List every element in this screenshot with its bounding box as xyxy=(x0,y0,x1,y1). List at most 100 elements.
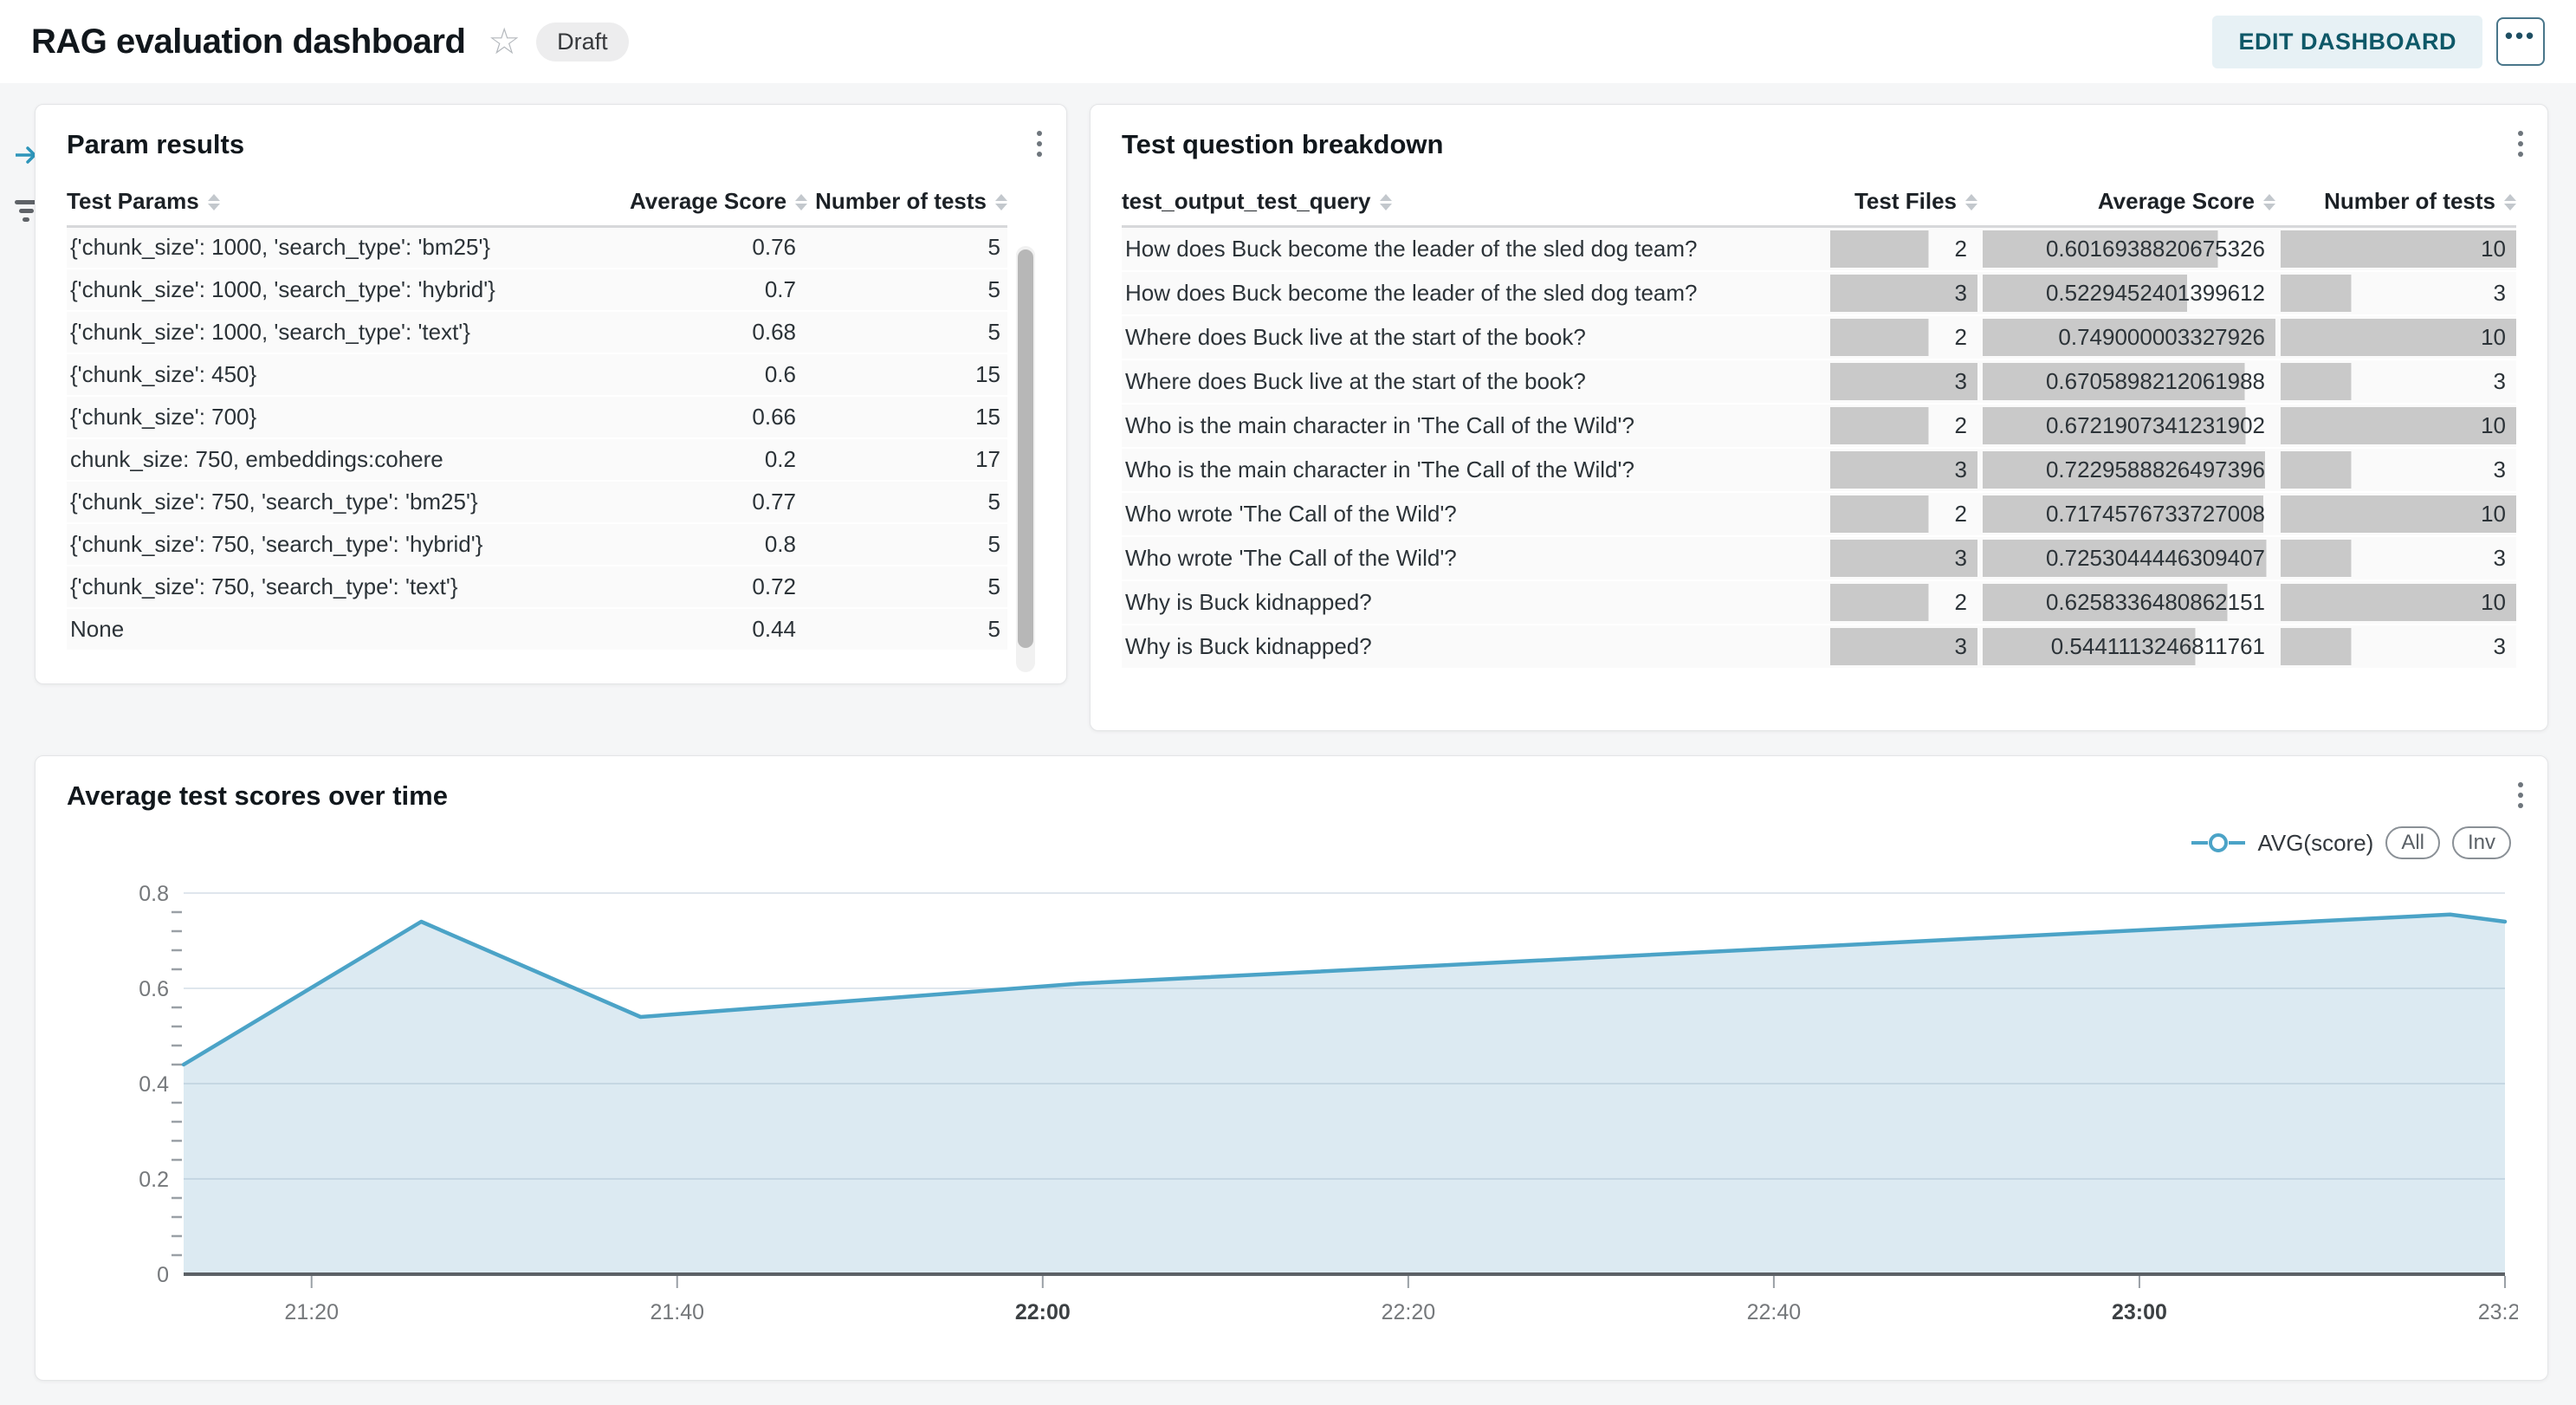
svg-text:0.6: 0.6 xyxy=(139,977,169,1001)
data-bar-cell: 10 xyxy=(2275,580,2516,625)
sort-icon xyxy=(207,194,220,211)
column-header-test-query[interactable]: test_output_test_query xyxy=(1122,178,1825,226)
data-bar-cell: 0.6705898212061988 xyxy=(1977,359,2275,404)
table-row: Where does Buck live at the start of the… xyxy=(1122,314,2516,359)
table-row: Where does Buck live at the start of the… xyxy=(1122,359,2516,404)
column-header-test-files[interactable]: Test Files xyxy=(1825,178,1977,226)
table-cell: {'chunk_size': 750, 'search_type': 'text… xyxy=(70,573,458,599)
table-cell: None xyxy=(70,616,125,642)
data-bar-cell: 2 xyxy=(1825,315,1977,359)
question-breakdown-card: Test question breakdown test_output_test… xyxy=(1090,104,2548,731)
table-row: How does Buck become the leader of the s… xyxy=(1122,270,2516,315)
svg-text:0.4: 0.4 xyxy=(139,1072,169,1097)
data-bar-cell: 0.7229588826497396 xyxy=(1977,448,2275,492)
sort-icon xyxy=(1965,194,1977,211)
column-header-number-of-tests[interactable]: Number of tests xyxy=(803,178,1007,226)
query-cell: Who wrote 'The Call of the Wild'? xyxy=(1125,544,1457,571)
table-cell: 5 xyxy=(987,616,1000,642)
column-header-number-of-tests[interactable]: Number of tests xyxy=(2275,178,2516,226)
table-row: chunk_size: 750, embeddings:cohere 0.2 17 xyxy=(67,438,1007,481)
query-cell: How does Buck become the leader of the s… xyxy=(1125,235,1698,262)
query-cell: Where does Buck live at the start of the… xyxy=(1125,323,1586,350)
kebab-menu-icon[interactable] xyxy=(2513,126,2528,162)
table-row: Who is the main character in 'The Call o… xyxy=(1122,403,2516,448)
table-row: {'chunk_size': 1000, 'search_type': 'bm2… xyxy=(67,226,1007,269)
edit-dashboard-button[interactable]: EDIT DASHBOARD xyxy=(2212,15,2482,68)
data-bar-cell: 3 xyxy=(1825,271,1977,315)
data-bar-cell: 2 xyxy=(1825,226,1977,271)
table-cell: 0.66 xyxy=(752,404,796,430)
more-options-button[interactable]: ••• xyxy=(2496,17,2545,66)
svg-text:0.8: 0.8 xyxy=(139,882,169,906)
legend-series-label: AVG(score) xyxy=(2257,829,2374,856)
query-cell: Where does Buck live at the start of the… xyxy=(1125,367,1586,394)
kebab-menu-icon[interactable] xyxy=(1032,126,1047,162)
table-cell: 0.76 xyxy=(752,234,796,261)
table-cell: 0.8 xyxy=(764,531,796,557)
table-cell: 0.7 xyxy=(764,276,796,302)
page-title: RAG evaluation dashboard xyxy=(31,22,466,61)
data-bar-cell: 10 xyxy=(2275,404,2516,448)
table-row: Who wrote 'The Call of the Wild'? 2 0.7174… xyxy=(1122,491,2516,536)
column-header-test-params[interactable]: Test Params xyxy=(67,178,630,226)
query-cell: Why is Buck kidnapped? xyxy=(1125,588,1372,615)
sort-icon xyxy=(995,194,1007,211)
query-cell: Who is the main character in 'The Call o… xyxy=(1125,456,1634,482)
table-cell: 0.77 xyxy=(752,489,796,515)
data-bar-cell: 3 xyxy=(2275,625,2516,669)
legend-all-button[interactable]: All xyxy=(2385,826,2440,859)
table-cell: {'chunk_size': 750, 'search_type': 'bm25… xyxy=(70,489,478,515)
data-bar-cell: 2 xyxy=(1825,580,1977,625)
table-row: {'chunk_size': 1000, 'search_type': 'tex… xyxy=(67,311,1007,353)
kebab-menu-icon[interactable] xyxy=(2513,777,2528,813)
favorite-star-icon[interactable]: ☆ xyxy=(488,21,521,62)
legend-inv-button[interactable]: Inv xyxy=(2451,826,2511,859)
column-header-average-score[interactable]: Average Score xyxy=(1977,178,2275,226)
table-row: How does Buck become the leader of the s… xyxy=(1122,226,2516,271)
page-header: RAG evaluation dashboard ☆ Draft EDIT DA… xyxy=(0,0,2576,83)
svg-text:22:20: 22:20 xyxy=(1382,1300,1436,1324)
area-chart: 0 0.2 0.4 0.6 0.8 21:20 21:40 22:00 22:20 22:40 23… xyxy=(139,882,2532,1324)
table-row: {'chunk_size': 700} 0.66 15 xyxy=(67,396,1007,438)
column-header-average-score[interactable]: Average Score xyxy=(630,178,808,226)
table-row: Who wrote 'The Call of the Wild'? 3 0.7253… xyxy=(1122,535,2516,580)
svg-text:23:00: 23:00 xyxy=(2112,1300,2167,1324)
vertical-scrollbar[interactable] xyxy=(1016,246,1035,672)
table-cell: {'chunk_size': 700} xyxy=(70,404,257,430)
data-bar-cell: 3 xyxy=(2275,271,2516,315)
sort-icon xyxy=(1379,194,1392,211)
table-row: Who is the main character in 'The Call o… xyxy=(1122,447,2516,492)
table-cell: {'chunk_size': 450} xyxy=(70,361,257,387)
data-bar-cell: 3 xyxy=(1825,359,1977,404)
table-cell: {'chunk_size': 750, 'search_type': 'hybr… xyxy=(70,531,483,557)
data-bar-cell: 10 xyxy=(2275,492,2516,536)
legend-marker-icon xyxy=(2191,833,2246,852)
data-bar-cell: 3 xyxy=(1825,625,1977,669)
svg-text:22:40: 22:40 xyxy=(1747,1300,1802,1324)
param-results-title: Param results xyxy=(67,129,245,159)
svg-text:23:20: 23:20 xyxy=(2478,1300,2518,1324)
scrollbar-thumb[interactable] xyxy=(1018,249,1033,648)
table-row: {'chunk_size': 750, 'search_type': 'hybr… xyxy=(67,523,1007,566)
table-cell: 5 xyxy=(987,234,1000,261)
query-cell: Who is the main character in 'The Call o… xyxy=(1125,411,1634,438)
data-bar-cell: 2 xyxy=(1825,404,1977,448)
data-bar-cell: 0.5441113246811761 xyxy=(1977,625,2275,669)
data-bar-cell: 0.5229452401399612 xyxy=(1977,271,2275,315)
data-bar-cell: 2 xyxy=(1825,492,1977,536)
table-cell: 5 xyxy=(987,276,1000,302)
data-bar-cell: 0.6016938820675326 xyxy=(1977,226,2275,271)
svg-text:22:00: 22:00 xyxy=(1015,1300,1071,1324)
table-row: Why is Buck kidnapped? 3 0.544111324681176… xyxy=(1122,624,2516,669)
table-cell: {'chunk_size': 1000, 'search_type': 'bm2… xyxy=(70,234,491,261)
chart-title: Average test scores over time xyxy=(67,780,448,811)
sort-icon xyxy=(2504,194,2516,211)
chart-card: Average test scores over time AVG(score)… xyxy=(35,755,2548,1381)
param-results-card: Param results Test Params Average Score … xyxy=(35,104,1067,684)
table-cell: 5 xyxy=(987,573,1000,599)
table-cell: chunk_size: 750, embeddings:cohere xyxy=(70,446,443,472)
svg-text:21:20: 21:20 xyxy=(284,1300,339,1324)
table-cell: 0.2 xyxy=(764,446,796,472)
query-cell: Who wrote 'The Call of the Wild'? xyxy=(1125,500,1457,527)
data-bar-cell: 10 xyxy=(2275,315,2516,359)
